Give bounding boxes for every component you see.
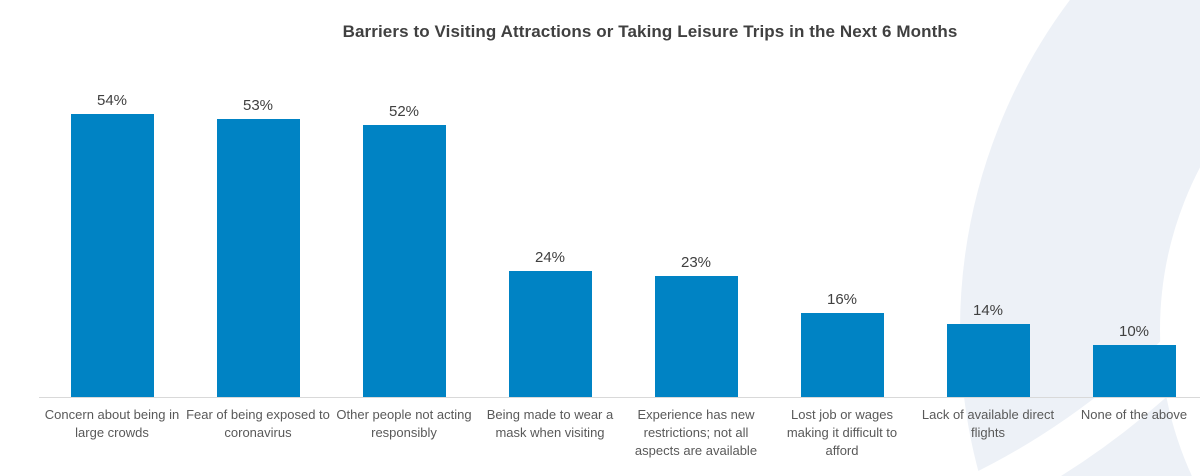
bar: [508, 271, 592, 397]
bar-slot: 16%: [769, 0, 915, 397]
bar-category-label: Lost job or wages making it difficult to…: [786, 407, 898, 458]
bar-category-label: Being made to wear a mask when visiting: [486, 407, 614, 440]
bar-slot: 23%: [623, 0, 769, 397]
bar-category-label: Other people not acting responsibly: [336, 407, 472, 440]
bar-value-label: 23%: [680, 254, 712, 271]
bar-value-label: 54%: [96, 92, 128, 109]
bar-value-label: 24%: [534, 249, 566, 266]
bar-slot: 14%: [915, 0, 1061, 397]
bar-value-label: 16%: [826, 291, 858, 308]
bar: [654, 276, 738, 397]
bar-category-label: Lack of available direct flights: [921, 407, 1055, 440]
bar-slot: 54%: [39, 0, 185, 397]
bar-slot: 52%: [331, 0, 477, 397]
bar-slot: 10%: [1061, 0, 1200, 397]
bar: [362, 125, 446, 397]
bar-category-label: Experience has new restrictions; not all…: [634, 407, 758, 458]
bar-value-label: 53%: [242, 97, 274, 114]
bar: [946, 324, 1030, 397]
bar-category-label: Fear of being exposed to coronavirus: [186, 407, 330, 440]
bar: [1092, 345, 1176, 397]
bar: [70, 114, 154, 397]
chart-title: Barriers to Visiting Attractions or Taki…: [342, 22, 958, 41]
bar-value-label: 14%: [972, 302, 1004, 319]
bar-value-label: 10%: [1118, 323, 1150, 340]
plot-area: 54% 53% 52% 24% 23% 16% 14%: [39, 0, 1200, 398]
bar-slot: 53%: [185, 0, 331, 397]
bar: [800, 313, 884, 397]
bar-category-label: Concern about being in large crowds: [44, 407, 180, 440]
category-axis: Concern about being in large crowds Fear…: [39, 406, 1200, 460]
bar-category-label: None of the above: [1080, 407, 1188, 422]
bar-value-label: 52%: [388, 103, 420, 120]
bar: [216, 119, 300, 397]
bar-slot: 24%: [477, 0, 623, 397]
